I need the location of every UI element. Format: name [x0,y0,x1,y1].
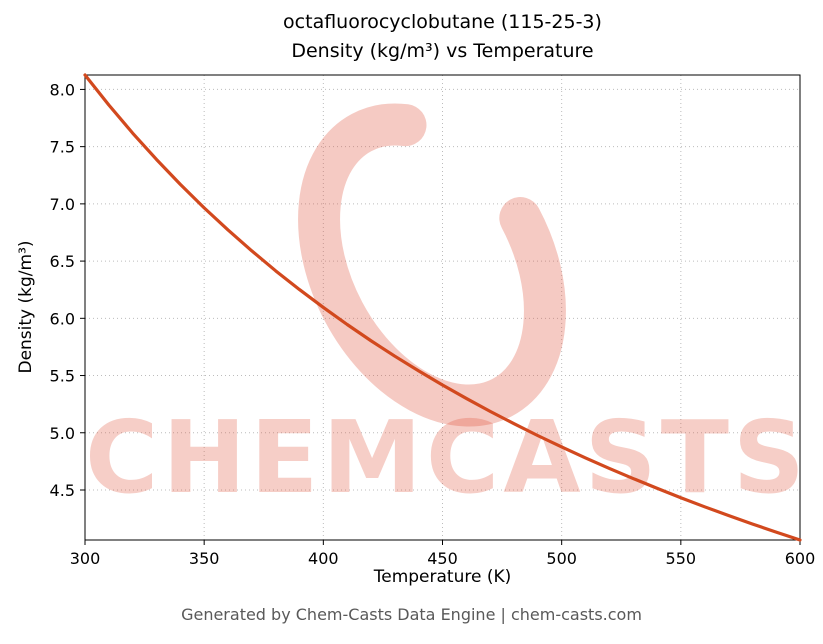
x-tick-label: 350 [189,549,220,568]
x-tick-label: 500 [546,549,577,568]
chart-title: octafluorocyclobutane (115-25-3) Density… [85,8,800,66]
plot-border [84,74,801,541]
y-tick-label: 6.5 [50,252,75,271]
x-tick-label: 550 [666,549,697,568]
chart-title-line2: Density (kg/m³) vs Temperature [291,40,594,62]
y-tick-label: 7.5 [50,138,75,157]
x-tick-label: 450 [427,549,458,568]
footer-attribution: Generated by Chem-Casts Data Engine | ch… [181,605,642,624]
y-tick-label: 5.5 [50,367,75,386]
y-axis-label: Density (kg/m³) [16,240,36,374]
x-tick-label: 300 [70,549,101,568]
y-tick-label: 7.0 [50,195,75,214]
chart-title-line1: octafluorocyclobutane (115-25-3) [283,11,602,33]
y-tick-label: 4.5 [50,481,75,500]
density-curve [83,73,802,542]
y-tick-label: 8.0 [50,80,75,99]
x-axis-label: Temperature (K) [373,567,512,587]
x-tick-label: 400 [308,549,339,568]
x-tick-label: 600 [785,549,816,568]
y-tick-label: 6.0 [50,309,75,328]
y-tick-label: 5.0 [50,424,75,443]
